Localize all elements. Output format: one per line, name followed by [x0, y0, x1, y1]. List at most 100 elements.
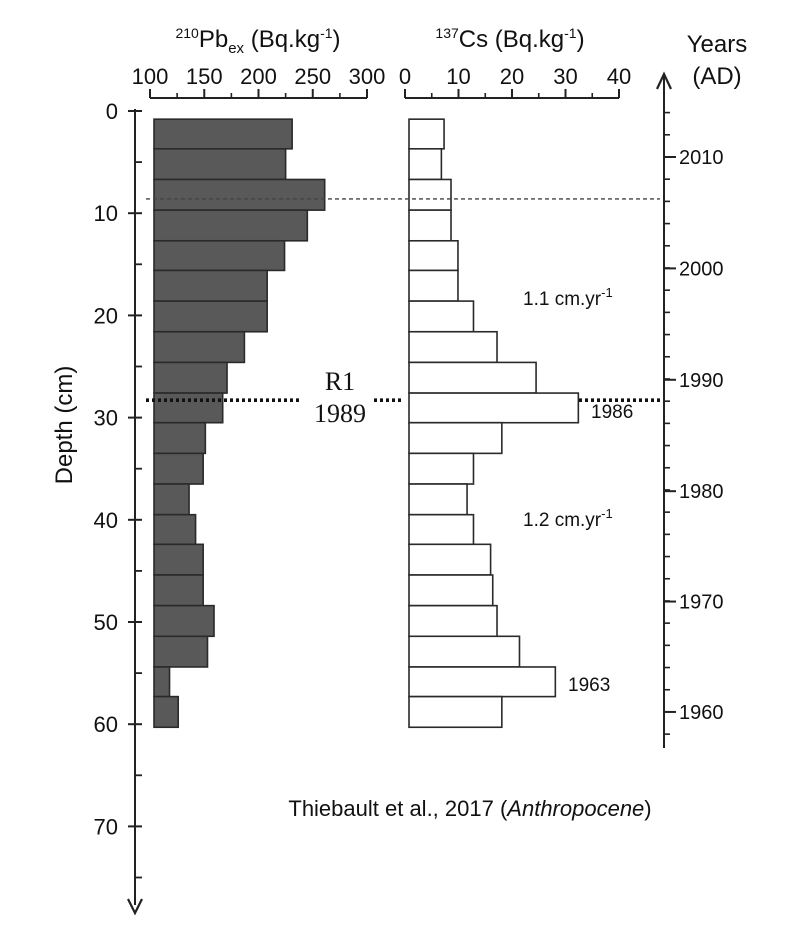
pb-title-unit-exponent: -1 [320, 25, 333, 41]
pb-title-element: Pb [199, 26, 228, 53]
years-axis-arrow-icon [656, 71, 672, 90]
depth-tick-label: 50 [94, 610, 118, 635]
r1-year-label: 1989 [314, 399, 366, 428]
pb-title-subscript: ex [228, 40, 244, 57]
cs-bar [408, 300, 475, 333]
cs-tick-label: 0 [399, 64, 411, 89]
depth-axis-label: Depth (cm) [51, 366, 78, 485]
cs-bar [408, 452, 475, 485]
pb-bar [153, 635, 209, 668]
pb-bar [153, 513, 197, 546]
depth-tick-label: 0 [106, 99, 118, 124]
cs-x-axis: 0 10 20 30 40 [399, 64, 631, 99]
years-axis: 2010 2000 1990 1980 1970 1960 [656, 71, 724, 748]
cs-bar [408, 574, 494, 607]
pb-tick-label: 100 [132, 64, 169, 89]
pb-title-unit-close: ) [333, 26, 341, 53]
pb-bar [153, 209, 309, 242]
depth-tick-label: 20 [94, 303, 118, 328]
peak-1986-label: 1986 [591, 402, 633, 423]
pb-bar [153, 330, 246, 364]
rate-upper-value: 1.1 cm.yr [523, 289, 602, 310]
cs-bar [408, 330, 498, 364]
cs-bar [408, 483, 468, 516]
pb-bar [153, 604, 215, 638]
pb-bar [153, 574, 204, 607]
cs-title-isotope-number: 137 [435, 25, 459, 41]
years-tick-label: 1960 [679, 702, 724, 724]
depth-tick-label: 40 [94, 508, 118, 533]
depth-tick-label: 70 [94, 814, 118, 839]
depth-axis-arrow-icon [127, 898, 143, 916]
cs-tick-label: 10 [446, 64, 470, 89]
pb-tick-label: 300 [349, 64, 386, 89]
pb-bar [153, 483, 190, 516]
cs-bar [408, 361, 537, 394]
pb-bar [153, 421, 207, 455]
pb-bar [153, 269, 268, 302]
rate-upper-label: 1.1 cm.yr-1 [523, 285, 613, 310]
rate-lower-label: 1.2 cm.yr-1 [523, 506, 613, 531]
pb-bar [153, 148, 287, 181]
cs-bar [408, 695, 503, 729]
pb-bar [153, 666, 171, 698]
cs-bar [408, 513, 475, 546]
cs-bar [408, 209, 452, 242]
cs-bar [408, 392, 580, 424]
rate-lower-value: 1.2 cm.yr [523, 510, 602, 531]
depth-tick-label: 10 [94, 201, 118, 226]
cs-panel-title: 137Cs (Bq.kg-1) [435, 25, 584, 53]
cs-bar [408, 543, 492, 576]
pb-tick-label: 150 [186, 64, 223, 89]
cs-bar [408, 118, 445, 150]
pb-bar [153, 300, 268, 333]
pb-title-unit: (Bq.kg [244, 26, 320, 53]
years-tick-label: 2010 [679, 147, 724, 169]
years-tick-label: 1990 [679, 370, 724, 392]
cs-bar [408, 269, 459, 302]
cs-bar [408, 635, 521, 668]
years-axis-label-line2: (AD) [692, 63, 741, 90]
source-caption-text: Thiebault et al., 2017 ( [288, 796, 508, 821]
years-axis-label-line1: Years [687, 31, 748, 58]
pb-bar [153, 361, 228, 394]
rate-upper-exponent: -1 [601, 285, 613, 300]
cs-title-unit-close: ) [577, 26, 585, 53]
cs-bar [408, 666, 557, 698]
cs-bar [408, 604, 498, 638]
pb-bar [153, 239, 286, 272]
pb-title-isotope-number: 210 [175, 25, 199, 41]
cs-bar [408, 239, 459, 272]
cs-tick-label: 30 [553, 64, 577, 89]
pb-bar [153, 178, 326, 211]
cs-bar [408, 421, 503, 455]
rate-lower-exponent: -1 [601, 506, 613, 521]
years-tick-label: 2000 [679, 258, 724, 280]
depth-tick-label: 30 [94, 406, 118, 431]
source-caption: Thiebault et al., 2017 (Anthropocene) [288, 796, 651, 821]
pb-bar [153, 452, 204, 485]
cs-bar [408, 178, 452, 211]
cs-title-element: Cs [459, 26, 488, 53]
pb-bar [153, 695, 180, 729]
pb-bar [153, 118, 293, 150]
pb-x-axis: 100 150 200 250 300 [132, 64, 386, 99]
pb-bar [153, 543, 204, 576]
reference-lines [146, 198, 660, 403]
source-caption-close: ) [644, 796, 651, 821]
depth-tick-label: 60 [94, 712, 118, 737]
peak-1963-label: 1963 [568, 675, 610, 696]
source-caption-journal: Anthropocene [505, 796, 644, 821]
cs-tick-label: 40 [607, 64, 631, 89]
cs-bar-series [408, 118, 580, 729]
cs-title-unit: (Bq.kg [488, 26, 564, 53]
cs-title-unit-exponent: -1 [564, 25, 577, 41]
pb-bar [153, 392, 224, 424]
years-tick-label: 1970 [679, 592, 724, 614]
r1-label: R1 [325, 367, 355, 396]
years-tick-label: 1980 [679, 481, 724, 503]
pb-panel-title: 210Pbex (Bq.kg-1) [175, 25, 340, 57]
pb-tick-label: 250 [294, 64, 331, 89]
